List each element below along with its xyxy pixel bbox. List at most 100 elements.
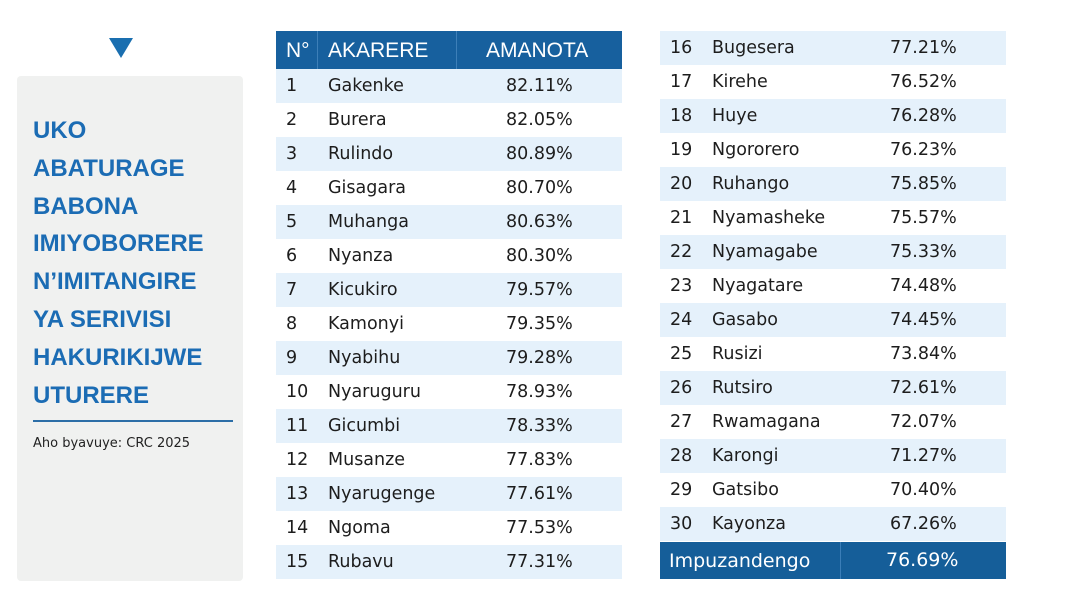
row-number: 8 [286,314,298,334]
ranking-table-left: N° AKARERE AMANOTA 1 Gakenke 82.11% 2 Burera… [276,31,622,579]
row-number: 20 [670,174,693,194]
row-score: 75.85% [890,174,957,194]
row-score: 79.57% [506,280,573,300]
row-number: 6 [286,246,298,266]
row-district: Nyamagabe [712,242,818,262]
row-number: 4 [286,178,298,198]
row-number: 19 [670,140,693,160]
header-score: AMANOTA [486,39,589,62]
row-district: Kicukiro [328,280,398,300]
row-district: Nyagatare [712,276,804,296]
row-number: 13 [286,484,309,504]
header-number: N° [286,39,310,62]
row-score: 80.63% [506,212,573,232]
row-number: 25 [670,344,693,364]
row-district: Burera [328,110,387,130]
header-separator [456,31,457,69]
row-district: Muhanga [328,212,409,232]
row-score: 73.84% [890,344,957,364]
row-district: Kamonyi [328,314,404,334]
table-row: 6 Nyanza 80.30% [276,239,622,273]
row-district: Ngororero [712,140,800,160]
row-number: 30 [670,514,693,534]
source-note: Aho byavuye: CRC 2025 [33,436,191,451]
row-number: 28 [670,446,693,466]
row-score: 80.30% [506,246,573,266]
row-district: Rulindo [328,144,394,164]
page-title: UKO ABATURAGE BABONA IMIYOBORERE N’IMITA… [33,112,238,414]
table-row: 20 Ruhango 75.85% [660,167,1006,201]
average-value: 76.69% [886,549,959,571]
row-score: 71.27% [890,446,957,466]
row-score: 82.11% [506,76,573,96]
title-line: IMIYOBORERE [33,230,204,258]
table-row: 15 Rubavu 77.31% [276,545,622,579]
table-row: 13 Nyarugenge 77.61% [276,477,622,511]
row-score: 75.57% [890,208,957,228]
title-line: ABATURAGE [33,154,185,182]
row-number: 3 [286,144,298,164]
row-district: Gatsibo [712,480,779,500]
table-row: 18 Huye 76.28% [660,99,1006,133]
row-number: 22 [670,242,693,262]
title-line: N’IMITANGIRE [33,268,197,296]
row-score: 72.61% [890,378,957,398]
table-footer-average: Impuzandengo 76.69% [660,542,1006,579]
title-line: UKO [33,117,87,144]
table-row: 12 Musanze 77.83% [276,443,622,477]
title-line: UTURERE [33,381,150,409]
row-district: Kirehe [712,72,768,92]
row-score: 76.52% [890,72,957,92]
header-separator [317,31,318,69]
table-row: 17 Kirehe 76.52% [660,65,1006,99]
row-number: 1 [286,76,298,96]
table-row: 22 Nyamagabe 75.33% [660,235,1006,269]
row-number: 7 [286,280,298,300]
row-district: Bugesera [712,38,795,58]
table-row: 10 Nyaruguru 78.93% [276,375,622,409]
row-score: 77.31% [506,552,573,572]
row-score: 79.28% [506,348,573,368]
table-row: 27 Rwamagana 72.07% [660,405,1006,439]
table-row: 24 Gasabo 74.45% [660,303,1006,337]
table-row: 2 Burera 82.05% [276,103,622,137]
row-district: Kayonza [712,514,786,534]
ranking-table-right: Impuzandengo 76.69% 16 Bugesera 77.21% 17 Ki… [660,31,1006,579]
row-number: 26 [670,378,693,398]
row-number: 5 [286,212,298,232]
table-row: 8 Kamonyi 79.35% [276,307,622,341]
row-number: 18 [670,106,693,126]
row-number: 14 [286,518,309,538]
table-row: 23 Nyagatare 74.48% [660,269,1006,303]
row-score: 82.05% [506,110,573,130]
table-row: 26 Rutsiro 72.61% [660,371,1006,405]
table-header: N° AKARERE AMANOTA [276,31,622,69]
title-panel: UKO ABATURAGE BABONA IMIYOBORERE N’IMITA… [17,76,243,581]
row-score: 77.61% [506,484,573,504]
row-score: 77.21% [890,38,957,58]
row-score: 79.35% [506,314,573,334]
title-line: BABONA [33,192,139,220]
title-divider [33,420,233,422]
row-number: 27 [670,412,693,432]
row-district: Gicumbi [328,416,401,436]
row-score: 67.26% [890,514,957,534]
row-number: 15 [286,552,309,572]
table-row: 11 Gicumbi 78.33% [276,409,622,443]
table-row: 1 Gakenke 82.11% [276,69,622,103]
row-district: Gisagara [328,178,407,198]
row-number: 9 [286,348,298,368]
down-arrow-icon [109,38,133,58]
table-row: 3 Rulindo 80.89% [276,137,622,171]
row-number: 16 [670,38,693,58]
footer-separator [840,542,841,579]
row-number: 11 [286,416,309,436]
row-score: 76.28% [890,106,957,126]
row-district: Nyaruguru [328,382,421,402]
table-row: 4 Gisagara 80.70% [276,171,622,205]
row-score: 72.07% [890,412,957,432]
row-district: Karongi [712,446,779,466]
row-score: 77.83% [506,450,573,470]
row-district: Gasabo [712,310,778,330]
row-score: 76.23% [890,140,957,160]
